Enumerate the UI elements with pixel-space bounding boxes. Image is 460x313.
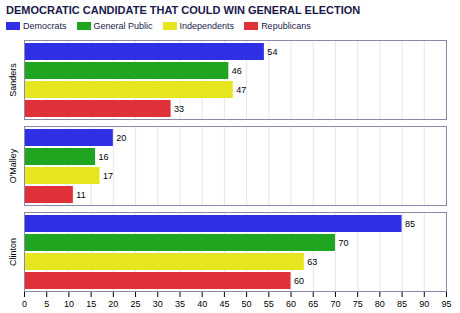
svg-text:17: 17: [103, 171, 113, 181]
svg-text:O'Malley: O'Malley: [8, 148, 18, 183]
svg-text:60: 60: [286, 299, 296, 309]
svg-text:63: 63: [307, 257, 317, 267]
html-text:Republicans: Republicans: [261, 21, 311, 31]
svg-text:10: 10: [64, 299, 74, 309]
svg-text:33: 33: [174, 104, 184, 114]
html-text:DEMOCRATIC CANDIDATE THAT COUL: DEMOCRATIC CANDIDATE THAT COULD WIN GENE…: [6, 4, 361, 16]
svg-text:80: 80: [375, 299, 385, 309]
svg-text:50: 50: [242, 299, 252, 309]
html-text:Democrats: Democrats: [23, 21, 67, 31]
html-text:Independents: Independents: [179, 21, 235, 31]
html-text:General Public: General Public: [93, 21, 153, 31]
svg-text:11: 11: [76, 190, 85, 200]
svg-text:75: 75: [353, 299, 363, 309]
svg-text:5: 5: [44, 299, 49, 309]
svg-text:25: 25: [131, 299, 141, 309]
svg-text:16: 16: [99, 152, 109, 162]
svg-text:70: 70: [330, 299, 340, 309]
svg-text:20: 20: [116, 133, 126, 143]
svg-text:60: 60: [294, 276, 304, 286]
svg-text:Sanders: Sanders: [8, 63, 18, 97]
svg-text:45: 45: [219, 299, 229, 309]
svg-text:95: 95: [441, 299, 451, 309]
svg-text:46: 46: [232, 66, 242, 76]
svg-text:55: 55: [264, 299, 274, 309]
svg-text:15: 15: [86, 299, 96, 309]
svg-text:70: 70: [338, 238, 348, 248]
svg-text:85: 85: [397, 299, 407, 309]
svg-text:90: 90: [419, 299, 429, 309]
svg-text:Clinton: Clinton: [8, 238, 18, 266]
svg-text:40: 40: [197, 299, 207, 309]
svg-text:47: 47: [236, 85, 246, 95]
svg-text:0: 0: [22, 299, 27, 309]
svg-text:35: 35: [175, 299, 185, 309]
svg-text:54: 54: [267, 47, 277, 57]
svg-text:20: 20: [108, 299, 118, 309]
svg-text:85: 85: [405, 219, 415, 229]
svg-text:65: 65: [308, 299, 318, 309]
svg-text:30: 30: [153, 299, 163, 309]
